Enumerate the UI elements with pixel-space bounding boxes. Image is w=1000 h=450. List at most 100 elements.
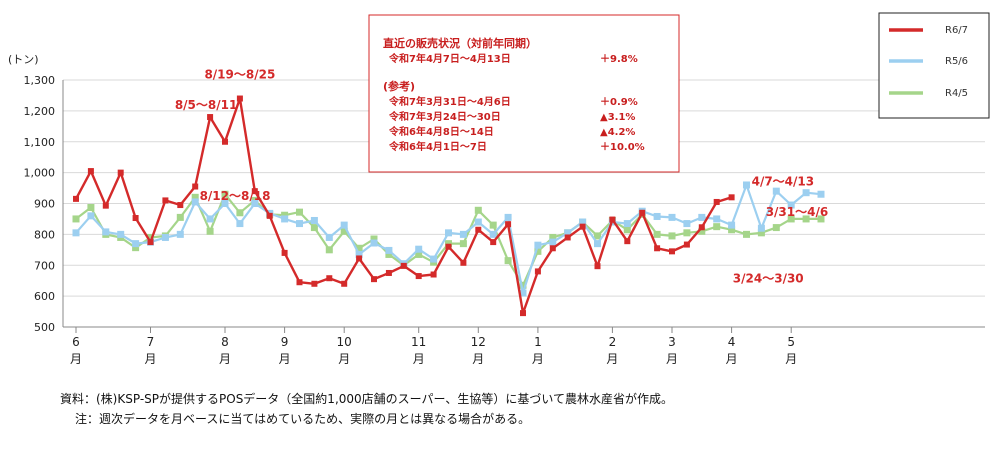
series-point (757, 229, 765, 237)
series-point (683, 241, 690, 248)
series-point (191, 193, 199, 201)
series-point (87, 204, 95, 212)
series-point (802, 215, 810, 223)
series-point (415, 250, 423, 258)
series-point (639, 209, 646, 216)
series-point (520, 310, 526, 317)
series-point (698, 227, 706, 235)
series-point (310, 224, 318, 232)
series-point (489, 230, 497, 238)
summary-box-frame (368, 14, 680, 173)
series-point (460, 259, 467, 266)
series-point (400, 262, 407, 269)
legend: R6/7 R5/6 R4/5 (878, 12, 990, 119)
series-point (459, 240, 467, 248)
series-point (296, 208, 303, 216)
x-tick-label-month: 月 (70, 352, 82, 366)
series-point (549, 245, 556, 252)
series-point (117, 230, 125, 238)
legend-label-r5: R5/6 (945, 56, 968, 67)
series-point (176, 230, 184, 238)
series-point (817, 215, 825, 223)
series-point (236, 220, 244, 228)
series-point (713, 223, 721, 231)
x-tick-label: 9 (281, 335, 289, 349)
series-point (787, 215, 795, 223)
series-point (192, 183, 199, 190)
series-point (623, 220, 631, 228)
series-point (474, 218, 482, 226)
series-point (415, 273, 422, 280)
series-point (609, 216, 616, 223)
x-tick-label: 2 (609, 335, 617, 349)
series-point (489, 221, 497, 229)
series-point (683, 229, 691, 237)
series-point (340, 221, 348, 229)
series-point (147, 239, 154, 246)
summary-ref-period-1: 令和7年3月31日～4月6日 (388, 95, 511, 108)
series-point (490, 239, 497, 246)
series-point (236, 95, 243, 102)
series-point (668, 232, 676, 240)
series-point (564, 229, 572, 237)
series-point (728, 194, 735, 201)
series-point (191, 198, 199, 206)
series-point (251, 200, 259, 207)
y-tick-label: 900 (34, 198, 55, 211)
x-tick-label: 8 (221, 335, 229, 349)
annotation-label: 8/5～8/11 (175, 98, 238, 112)
y-axis-ticks: 500 600 700 800 900 1,000 1,100 1,200 1,300 (24, 74, 56, 334)
x-tick-label-month: 月 (279, 352, 291, 366)
summary-ref-period-2: 令和7年3月24日～30日 (388, 110, 501, 123)
series-point (221, 190, 229, 198)
series-point (355, 244, 363, 252)
summary-ref-period-4: 令和6年4月1日～7日 (388, 140, 487, 153)
series-point (817, 190, 825, 198)
x-tick-label-month: 月 (144, 352, 156, 366)
series-point (594, 263, 601, 270)
y-tick-label: 800 (34, 228, 55, 241)
series-point (385, 269, 392, 276)
series-point (296, 220, 303, 228)
series-point (549, 238, 557, 246)
footnote-source: 資料：(株)KSP-SPが提供するPOSデータ（全国約1,000店舗のスーパー、… (60, 391, 673, 406)
series-point (653, 230, 661, 238)
series-point (445, 229, 452, 237)
series-point (445, 243, 452, 250)
y-tick-label: 1,300 (24, 74, 56, 87)
series-point (147, 233, 154, 241)
series-point (654, 245, 661, 252)
y-tick-label: 600 (34, 290, 55, 303)
x-tick-label-month: 月 (219, 352, 231, 366)
y-tick-label: 700 (34, 259, 55, 272)
series-point (430, 255, 438, 263)
series-point (623, 226, 631, 234)
series-point (370, 235, 378, 243)
summary-ref-value-2: ▲3.1% (600, 112, 635, 123)
summary-title: 直近の販売状況（対前年同期） (383, 36, 537, 50)
series-point (356, 255, 363, 262)
x-tick-label: 12 (471, 335, 486, 349)
series-point (87, 212, 95, 220)
series-point (624, 238, 631, 245)
series-point (236, 209, 244, 217)
series-point (132, 244, 140, 252)
series-point (772, 187, 780, 195)
series-point (266, 212, 273, 219)
series-point (564, 234, 571, 241)
series-point (281, 211, 289, 219)
series-point (222, 138, 228, 145)
series-point (326, 275, 333, 282)
x-tick-label-month: 月 (413, 352, 425, 366)
series-point (549, 233, 557, 241)
series-point (281, 215, 289, 223)
series-point (251, 188, 258, 195)
series-point (102, 228, 110, 236)
series-point (534, 268, 541, 275)
series-point (310, 216, 318, 224)
series-point (683, 220, 691, 228)
series-point (221, 200, 229, 207)
series-point (325, 233, 333, 241)
y-tick-label: 1,100 (24, 136, 56, 149)
series-point (355, 250, 363, 258)
